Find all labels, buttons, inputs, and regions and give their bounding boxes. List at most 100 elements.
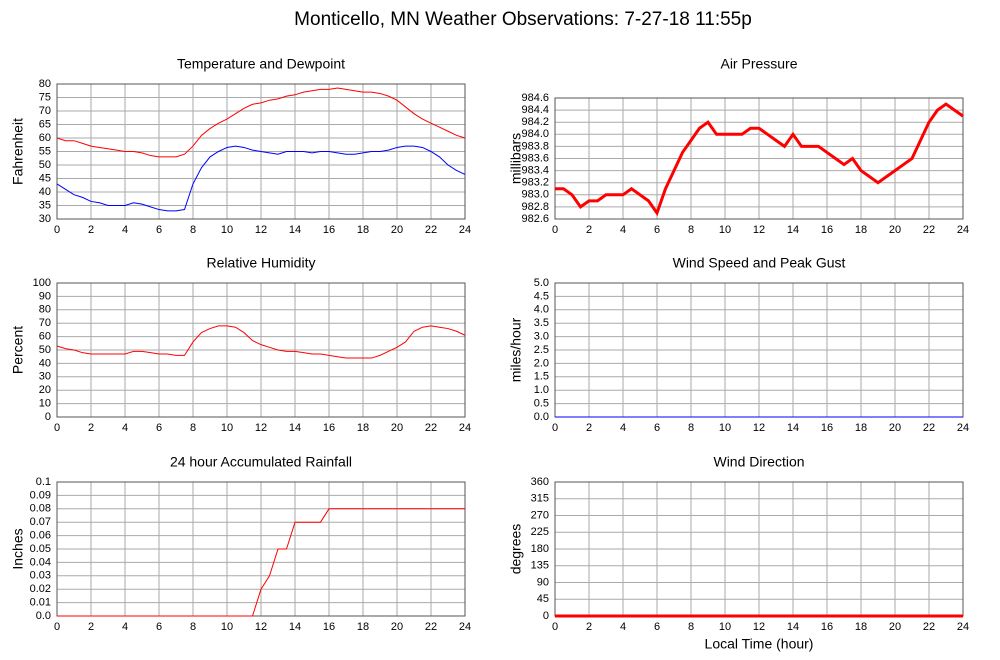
y-tick-label: 270 — [531, 509, 549, 521]
x-tick-label: 0 — [552, 621, 558, 633]
y-tick-label: 984.6 — [521, 92, 549, 104]
y-tick-label: 40 — [39, 357, 51, 369]
y-axis-label: degrees — [508, 524, 524, 575]
data-line — [56, 325, 466, 359]
x-tick-label: 6 — [156, 422, 162, 434]
y-tick-label: 3.5 — [534, 317, 549, 329]
y-tick-label: 0.06 — [30, 530, 51, 542]
y-tick-label: 983.2 — [521, 177, 549, 189]
chart-title: Wind Speed and Peak Gust — [673, 255, 846, 271]
x-tick-label: 22 — [923, 422, 935, 434]
chart-title: Relative Humidity — [207, 255, 316, 271]
y-tick-label: 3.0 — [534, 331, 549, 343]
y-tick-label: 70 — [39, 105, 51, 117]
y-axis-label: Percent — [10, 326, 26, 374]
y-axis-label: millibars — [508, 133, 524, 184]
x-tick-label: 16 — [821, 621, 833, 633]
x-tick-label: 2 — [586, 422, 592, 434]
chart-title: Air Pressure — [720, 56, 797, 72]
x-tick-label: 20 — [889, 621, 901, 633]
y-tick-label: 100 — [33, 277, 51, 289]
x-tick-label: 10 — [719, 224, 731, 236]
x-tick-label: 22 — [923, 224, 935, 236]
y-tick-label: 180 — [531, 543, 549, 555]
y-tick-label: 65 — [39, 118, 51, 130]
y-tick-label: 50 — [39, 159, 51, 171]
x-tick-label: 8 — [190, 422, 196, 434]
y-tick-label: 20 — [39, 384, 51, 396]
y-tick-label: 983.4 — [521, 165, 549, 177]
y-tick-label: 225 — [531, 526, 549, 538]
y-tick-label: 1.0 — [534, 384, 549, 396]
x-tick-label: 16 — [821, 422, 833, 434]
y-axis-label: Fahrenheit — [10, 118, 26, 185]
y-tick-label: 35 — [39, 199, 51, 211]
y-tick-label: 5.0 — [534, 277, 549, 289]
y-tick-label: 40 — [39, 186, 51, 198]
x-tick-label: 0 — [54, 224, 60, 236]
y-tick-label: 0.07 — [30, 516, 51, 528]
x-tick-label: 8 — [190, 621, 196, 633]
plot-frame — [554, 97, 964, 220]
x-tick-label: 2 — [586, 224, 592, 236]
y-tick-label: 75 — [39, 91, 51, 103]
y-tick-label: 50 — [39, 344, 51, 356]
x-tick-label: 8 — [688, 621, 694, 633]
x-tick-label: 18 — [357, 224, 369, 236]
data-line — [56, 145, 466, 212]
x-tick-label: 22 — [425, 621, 437, 633]
x-tick-label: 0 — [54, 621, 60, 633]
y-tick-label: 0.02 — [30, 583, 51, 595]
x-tick-label: 4 — [122, 422, 128, 434]
x-tick-label: 4 — [620, 422, 626, 434]
x-tick-label: 14 — [787, 422, 799, 434]
x-tick-label: 6 — [156, 621, 162, 633]
x-tick-label: 2 — [88, 422, 94, 434]
y-tick-label: 45 — [39, 172, 51, 184]
x-tick-label: 2 — [88, 224, 94, 236]
x-tick-label: 14 — [289, 224, 301, 236]
y-tick-label: 0.1 — [36, 476, 51, 488]
x-tick-label: 24 — [957, 422, 969, 434]
x-tick-label: 18 — [855, 422, 867, 434]
y-tick-label: 60 — [39, 331, 51, 343]
x-tick-label: 10 — [221, 621, 233, 633]
y-axis-label: Inches — [10, 528, 26, 569]
x-tick-label: 22 — [425, 224, 437, 236]
y-tick-label: 2.5 — [534, 344, 549, 356]
x-tick-label: 2 — [586, 621, 592, 633]
x-tick-label: 20 — [391, 224, 403, 236]
y-tick-label: 0.0 — [36, 610, 51, 622]
x-tick-label: 16 — [323, 422, 335, 434]
x-tick-label: 16 — [323, 621, 335, 633]
x-tick-label: 6 — [654, 621, 660, 633]
chart-title: Wind Direction — [713, 454, 804, 470]
y-tick-label: 0.08 — [30, 503, 51, 515]
y-tick-label: 984.0 — [521, 128, 549, 140]
x-tick-label: 0 — [552, 224, 558, 236]
y-tick-label: 30 — [39, 213, 51, 225]
y-tick-label: 983.8 — [521, 140, 549, 152]
y-tick-label: 70 — [39, 317, 51, 329]
x-tick-label: 14 — [289, 422, 301, 434]
y-tick-label: 0 — [543, 610, 549, 622]
x-tick-label: 18 — [855, 224, 867, 236]
x-tick-label: 6 — [156, 224, 162, 236]
y-tick-label: 983.6 — [521, 152, 549, 164]
plot-frame — [56, 83, 466, 220]
page-title: Monticello, MN Weather Observations: 7-2… — [294, 9, 752, 30]
y-tick-label: 0.03 — [30, 570, 51, 582]
x-tick-label: 24 — [459, 224, 471, 236]
y-tick-label: 982.6 — [521, 213, 549, 225]
x-tick-label: 24 — [957, 621, 969, 633]
y-tick-label: 315 — [531, 493, 549, 505]
x-tick-label: 12 — [255, 621, 267, 633]
x-tick-label: 20 — [889, 224, 901, 236]
x-tick-label: 0 — [54, 422, 60, 434]
x-tick-label: 16 — [323, 224, 335, 236]
data-line — [57, 508, 465, 617]
y-tick-label: 0.5 — [534, 398, 549, 410]
x-tick-label: 12 — [255, 422, 267, 434]
y-tick-label: 983.0 — [521, 189, 549, 201]
data-line — [555, 102, 964, 217]
